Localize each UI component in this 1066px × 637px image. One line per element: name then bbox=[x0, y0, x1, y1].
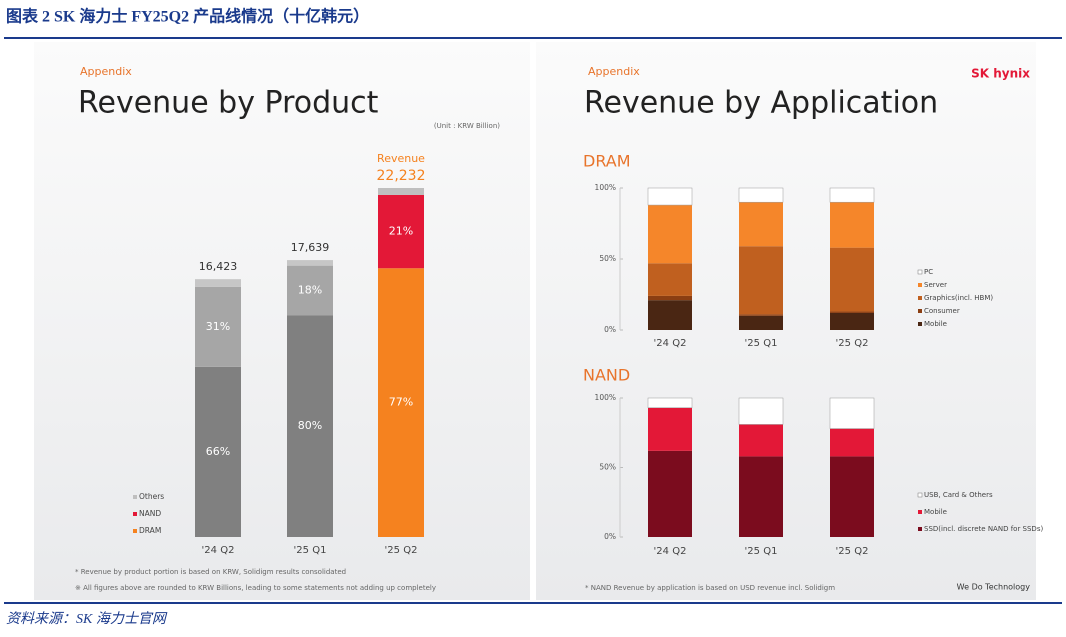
bar-segment bbox=[287, 265, 333, 316]
x-tick-label: '24 Q2 bbox=[654, 546, 687, 557]
bar-segment bbox=[830, 312, 874, 330]
y-tick-label: 50% bbox=[599, 254, 616, 263]
y-tick-label: 0% bbox=[604, 532, 616, 541]
figure-title: 图表 2 SK 海力士 FY25Q2 产品线情况（十亿韩元） bbox=[6, 7, 369, 26]
y-tick-label: 100% bbox=[595, 183, 616, 192]
bar-segment bbox=[830, 311, 874, 313]
legend-label: Mobile bbox=[924, 508, 947, 516]
slide-left bbox=[34, 42, 530, 600]
bar-segment bbox=[829, 187, 875, 203]
legend-swatch bbox=[133, 529, 137, 533]
legend-label: Consumer bbox=[924, 307, 960, 315]
legend-label: Graphics(incl. HBM) bbox=[924, 294, 993, 302]
slide-title: Revenue by Product bbox=[78, 86, 379, 121]
bar-segment bbox=[195, 366, 241, 537]
slide-title: Revenue by Application bbox=[584, 86, 938, 121]
footnote: * Revenue by product portion is based on… bbox=[75, 568, 346, 576]
slide-tag: Appendix bbox=[80, 65, 132, 78]
total-label: 16,423 bbox=[199, 260, 238, 273]
bar-segment bbox=[648, 263, 692, 296]
legend-label: Others bbox=[139, 492, 164, 501]
x-tick-label: '25 Q2 bbox=[836, 546, 869, 557]
bar-segment bbox=[738, 187, 784, 203]
segment-label: 66% bbox=[206, 445, 230, 458]
bar-segment bbox=[647, 397, 693, 408]
bar-segment bbox=[738, 397, 784, 425]
bar-segment bbox=[830, 456, 874, 537]
y-tick-label: 0% bbox=[604, 325, 616, 334]
slide-right bbox=[536, 42, 1036, 600]
bar-segment bbox=[648, 205, 692, 264]
segment-label: 31% bbox=[206, 320, 230, 333]
legend-label: SSD(incl. discrete NAND for SSDs) bbox=[924, 525, 1043, 533]
legend-label: Server bbox=[924, 281, 947, 289]
bar-segment bbox=[378, 194, 424, 269]
bar-segment bbox=[739, 246, 783, 315]
x-tick-label: '24 Q2 bbox=[654, 338, 687, 349]
segment-label: 80% bbox=[298, 419, 322, 432]
bar-segment bbox=[739, 315, 783, 330]
bar-segment bbox=[830, 202, 874, 248]
x-tick-label: '24 Q2 bbox=[202, 545, 235, 556]
legend-label: DRAM bbox=[139, 526, 161, 535]
source: 资料来源：SK 海力士官网 bbox=[6, 611, 168, 627]
bar-segment bbox=[739, 456, 783, 537]
legend-label: NAND bbox=[139, 509, 161, 518]
bar-segment bbox=[287, 315, 333, 537]
legend-label: PC bbox=[924, 268, 933, 276]
total-label: 22,232 bbox=[377, 168, 426, 184]
legend-swatch bbox=[918, 527, 922, 531]
total-label: 17,639 bbox=[291, 241, 330, 254]
unit-note: (Unit : KRW Billion) bbox=[434, 122, 500, 130]
bar-segment bbox=[830, 428, 874, 457]
x-tick-label: '25 Q1 bbox=[745, 338, 778, 349]
legend-swatch bbox=[918, 322, 922, 326]
footnote: ※ All figures above are rounded to KRW B… bbox=[75, 584, 436, 592]
legend-swatch bbox=[918, 510, 922, 514]
bar-segment bbox=[287, 260, 333, 266]
footnote: * NAND Revenue by application is based o… bbox=[585, 584, 835, 592]
legend-swatch bbox=[133, 512, 137, 516]
legend-swatch bbox=[918, 296, 922, 300]
bar-segment bbox=[648, 295, 692, 301]
bar-segment bbox=[378, 268, 424, 537]
x-tick-label: '25 Q2 bbox=[385, 545, 418, 556]
y-tick-label: 100% bbox=[595, 393, 616, 402]
bar-segment bbox=[195, 286, 241, 367]
legend-swatch bbox=[917, 492, 923, 498]
legend-swatch bbox=[918, 283, 922, 287]
bar-segment bbox=[739, 202, 783, 247]
bar-segment bbox=[647, 187, 693, 206]
slide-tag: Appendix bbox=[588, 65, 640, 78]
legend-label: Mobile bbox=[924, 320, 947, 328]
legend-swatch bbox=[133, 495, 137, 499]
bar-segment bbox=[739, 314, 783, 316]
bar-segment bbox=[648, 300, 692, 330]
bar-segment bbox=[648, 407, 692, 451]
x-tick-label: '25 Q1 bbox=[745, 546, 778, 557]
chart-title: DRAM bbox=[583, 152, 631, 171]
brand-logo: SK hynix bbox=[971, 67, 1030, 81]
y-tick-label: 50% bbox=[599, 463, 616, 472]
x-tick-label: '25 Q2 bbox=[836, 338, 869, 349]
legend-label: USB, Card & Others bbox=[924, 491, 993, 499]
segment-label: 21% bbox=[389, 225, 413, 238]
total-caption: Revenue bbox=[377, 152, 425, 165]
x-tick-label: '25 Q1 bbox=[294, 545, 327, 556]
segment-label: 77% bbox=[389, 396, 413, 409]
bar-segment bbox=[648, 450, 692, 537]
bar-segment bbox=[195, 279, 241, 287]
chart-title: NAND bbox=[583, 366, 630, 385]
bar-segment bbox=[378, 188, 424, 195]
bar-segment bbox=[829, 397, 875, 429]
legend-swatch bbox=[918, 309, 922, 313]
bar-segment bbox=[739, 424, 783, 457]
slogan: We Do Technology bbox=[957, 583, 1031, 592]
segment-label: 18% bbox=[298, 284, 322, 297]
bar-segment bbox=[830, 247, 874, 312]
legend-swatch bbox=[917, 269, 923, 275]
